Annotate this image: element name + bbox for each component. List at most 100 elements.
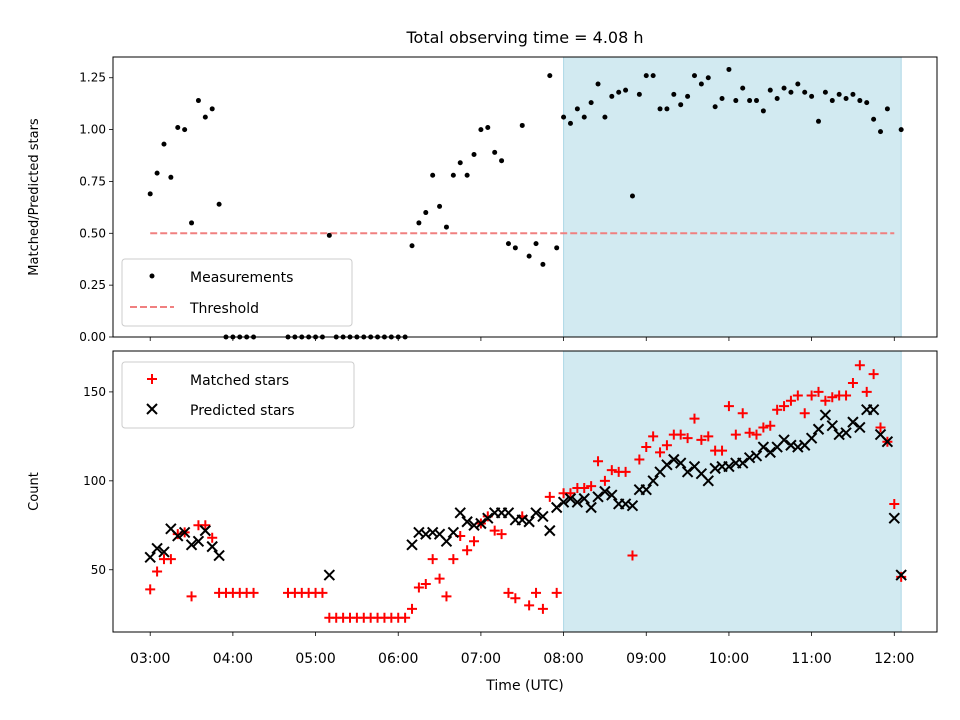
- predicted-point: [516, 514, 528, 526]
- measurement-point: [788, 89, 794, 95]
- measurement-point: [822, 89, 828, 95]
- predicted-point: [323, 569, 336, 581]
- matched-point: [186, 591, 197, 602]
- matched-point: [827, 392, 838, 403]
- matched-point: [606, 465, 617, 476]
- measurement-point: [760, 108, 766, 114]
- matched-point: [620, 466, 631, 477]
- measurement-point: [850, 91, 856, 97]
- measurement-point: [616, 89, 622, 95]
- matched-point: [785, 395, 796, 406]
- predicted-point: [406, 539, 418, 551]
- measurement-point: [802, 89, 808, 95]
- predicted-point: [185, 539, 198, 551]
- predicted-point: [461, 516, 473, 528]
- y-tick-label: 0.75: [79, 174, 106, 188]
- predicted-point: [764, 446, 776, 459]
- predicted-point: [888, 512, 900, 524]
- predicted-point: [812, 423, 825, 435]
- predicted-point: [557, 496, 570, 508]
- legend-box: [121, 361, 355, 429]
- predicted-point: [606, 489, 618, 501]
- predicted-point: [158, 546, 170, 558]
- matched-point: [496, 529, 507, 540]
- measurement-point: [657, 106, 663, 112]
- matched-point: [434, 573, 445, 584]
- measurement-point: [561, 114, 567, 120]
- measurement-point: [175, 125, 181, 131]
- predicted-point: [619, 498, 632, 510]
- legend-predicted-marker: [146, 403, 158, 415]
- measurement-point: [774, 95, 780, 101]
- measurement-point: [878, 129, 884, 135]
- predicted-point: [750, 450, 763, 462]
- matched-point: [489, 525, 500, 536]
- observing-window-band: [563, 56, 902, 338]
- predicted-point: [778, 434, 790, 446]
- matched-point: [172, 529, 183, 540]
- measurement-point: [443, 224, 449, 230]
- matched-point: [147, 374, 157, 384]
- x-tick-label: 09:00: [626, 651, 666, 667]
- measurement-point: [581, 114, 587, 120]
- y-tick-label: 0.50: [79, 226, 106, 240]
- predicted-point: [178, 526, 191, 539]
- measurement-point: [685, 93, 691, 99]
- matched-point: [792, 390, 803, 401]
- legend-box: [121, 258, 353, 327]
- measurement-point: [326, 232, 332, 238]
- matched-point: [765, 420, 776, 431]
- measurement-point: [815, 118, 821, 124]
- measurement-point: [547, 73, 553, 79]
- x-tick-label: 11:00: [791, 651, 831, 667]
- predicted-point: [833, 428, 845, 441]
- matched-point: [751, 429, 762, 440]
- measurement-point: [189, 220, 195, 226]
- matched-point: [565, 488, 576, 499]
- predicted-point: [447, 526, 460, 539]
- x-tick-label: 05:00: [295, 651, 335, 667]
- measurement-point: [154, 170, 160, 176]
- matched-point: [593, 456, 604, 467]
- y-axis-label: Matched/Predicted stars: [27, 118, 42, 276]
- x-axis-label: Time (UTC): [485, 678, 563, 694]
- predicted-point: [426, 526, 439, 539]
- measurement-point: [629, 193, 635, 199]
- matched-point: [820, 395, 831, 406]
- measurement-point: [636, 91, 642, 97]
- matched-point: [861, 386, 872, 397]
- matched-point: [779, 401, 790, 412]
- matched-point: [441, 591, 452, 602]
- measurement-point: [719, 95, 725, 101]
- matched-point: [152, 566, 163, 577]
- matched-point: [799, 408, 810, 419]
- matched-point: [400, 612, 411, 623]
- predicted-point: [440, 535, 453, 548]
- matched-point: [551, 587, 562, 598]
- matched-point: [407, 603, 418, 614]
- matched-point: [682, 433, 693, 444]
- predicted-point: [757, 441, 770, 453]
- measurement-point: [857, 98, 863, 104]
- measurement-point: [505, 241, 511, 247]
- predicted-point: [881, 435, 894, 448]
- measurement-point: [554, 245, 560, 251]
- measurement-point: [540, 261, 546, 267]
- matched-point: [744, 427, 755, 438]
- matched-point: [889, 498, 900, 509]
- measurement-point: [678, 102, 684, 108]
- predicted-point: [544, 524, 556, 537]
- matched-point: [448, 554, 459, 565]
- measurement-point: [485, 125, 491, 131]
- legend-threshold-label: Threshold: [189, 301, 259, 317]
- predicted-point: [206, 540, 218, 553]
- measurement-point: [753, 98, 759, 104]
- measurement-point: [457, 160, 463, 166]
- matched-point: [207, 532, 218, 543]
- matched-point: [641, 442, 652, 453]
- matched-point: [723, 401, 734, 412]
- predicted-point: [213, 549, 225, 562]
- predicted-point: [151, 542, 163, 555]
- measurement-point: [726, 66, 732, 72]
- matched-point: [813, 386, 824, 397]
